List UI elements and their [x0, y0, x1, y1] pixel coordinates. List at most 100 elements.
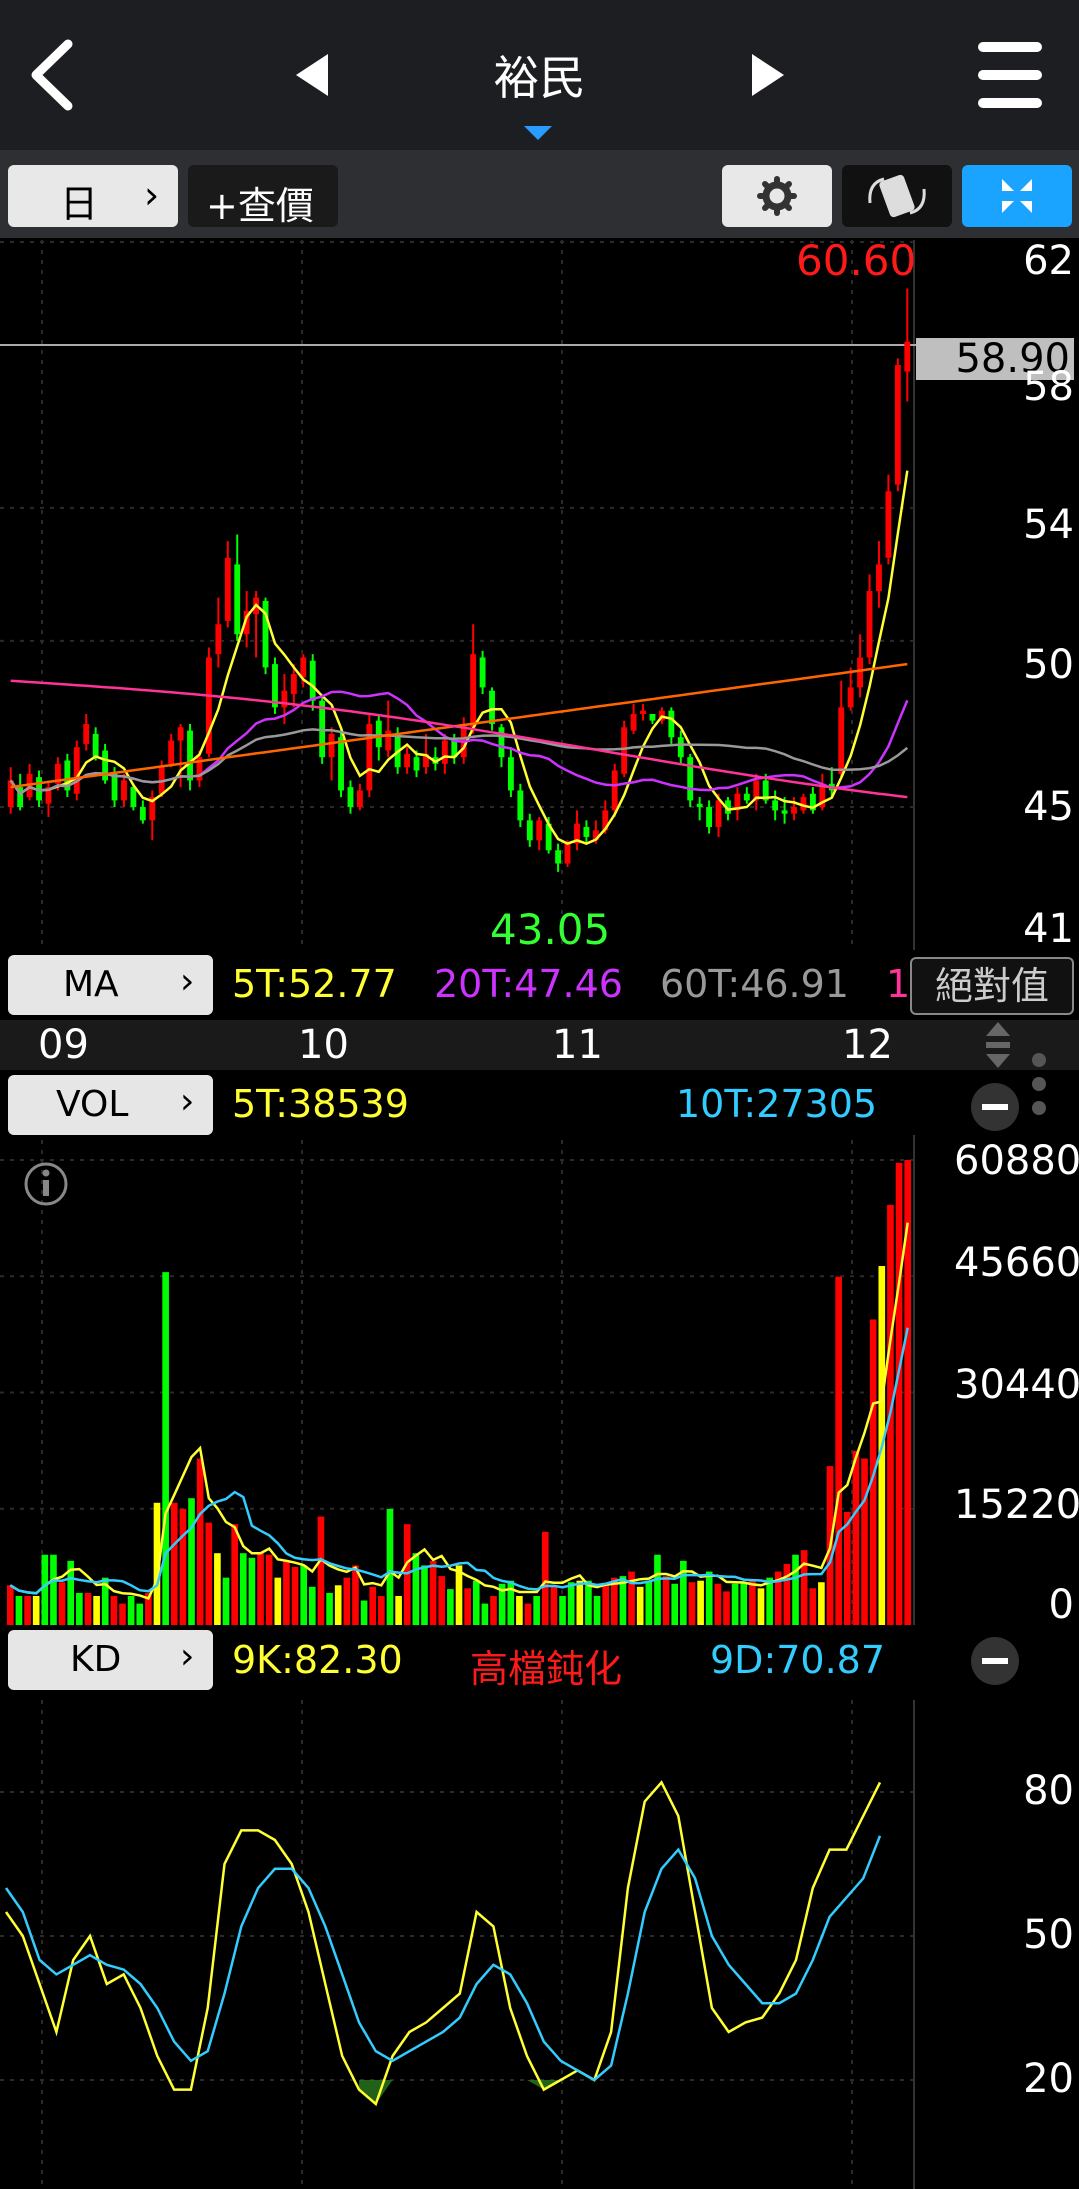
- volume-bar: [835, 1276, 842, 1625]
- candle-body: [196, 757, 203, 781]
- volume-bar: [239, 1553, 247, 1625]
- candle-body: [838, 707, 845, 774]
- ma-selector-button[interactable]: MA ›: [8, 955, 213, 1015]
- candle-body: [904, 341, 911, 372]
- volume-bar: [58, 1582, 66, 1625]
- candle-body: [809, 793, 816, 811]
- volume-bar: [395, 1595, 402, 1625]
- candle-body: [300, 657, 307, 678]
- collapse-kd-icon[interactable]: [968, 1634, 1022, 1688]
- volume-bar: [378, 1595, 385, 1625]
- volume-bar: [170, 1502, 178, 1625]
- volume-bar: [127, 1595, 135, 1625]
- volume-bar: [533, 1595, 540, 1625]
- candle-body: [375, 720, 382, 748]
- volume-bar: [231, 1524, 238, 1625]
- candle-body: [187, 730, 193, 781]
- kd-selector-button[interactable]: KD ›: [8, 1630, 213, 1690]
- price-low-label: 43.05: [490, 905, 611, 954]
- candle-body: [725, 800, 731, 814]
- candle-body: [121, 780, 127, 801]
- candle-body: [857, 657, 864, 688]
- collapse-vol-icon[interactable]: [968, 1080, 1022, 1134]
- volume-bar: [15, 1595, 23, 1625]
- d-value: 9D:70.87: [710, 1638, 886, 1682]
- chevron-right-icon: ›: [180, 1636, 195, 1677]
- volume-bar: [611, 1577, 618, 1625]
- vol-ma5-line: [9, 1222, 909, 1600]
- vol-ma10-line: [9, 1327, 909, 1595]
- x-tick-label: 12: [842, 1022, 893, 1068]
- ma240-line: [10, 679, 908, 799]
- volume-bar: [550, 1586, 558, 1625]
- candle-body: [451, 740, 458, 758]
- back-chevron-icon[interactable]: [31, 39, 73, 111]
- candle-body: [489, 690, 495, 724]
- price-y-tick: 62: [1023, 238, 1074, 284]
- volume-bar: [705, 1571, 713, 1625]
- volume-bar: [24, 1595, 31, 1625]
- volume-bar: [490, 1595, 497, 1625]
- volume-bar: [317, 1516, 325, 1625]
- volume-bar: [300, 1565, 307, 1625]
- candle-body: [564, 843, 571, 864]
- query-price-label: +查價: [206, 184, 314, 228]
- fullscreen-icon: [1002, 179, 1032, 213]
- candle-body: [243, 610, 250, 635]
- ma20-value: 20T:47.46: [434, 962, 623, 1006]
- candle-body: [734, 793, 741, 811]
- volume-bar: [688, 1582, 696, 1625]
- candle-body: [781, 810, 788, 814]
- volume-bar: [481, 1603, 489, 1625]
- title-dropdown-indicator-icon[interactable]: [524, 126, 552, 140]
- kd-label: KD: [70, 1639, 122, 1680]
- candle-body: [423, 753, 429, 768]
- rotate-button[interactable]: [842, 165, 952, 227]
- candle-body: [640, 710, 646, 714]
- fullscreen-button[interactable]: [962, 165, 1072, 227]
- volume-bar: [222, 1577, 230, 1625]
- chevron-right-icon: ›: [180, 1081, 195, 1122]
- prev-triangle-icon[interactable]: [296, 54, 328, 96]
- absolute-value-toggle[interactable]: 絕對值: [910, 957, 1074, 1015]
- volume-bar: [274, 1577, 282, 1625]
- x-axis-strip: [0, 1020, 1079, 1070]
- ma-label: MA: [63, 964, 119, 1005]
- candle-body: [479, 657, 486, 688]
- volume-bar: [593, 1595, 601, 1625]
- period-selector-button[interactable]: 日 ›: [8, 165, 178, 227]
- volume-bar: [447, 1589, 454, 1625]
- volume-bar: [369, 1586, 377, 1625]
- volume-bar: [464, 1588, 471, 1625]
- stock-title[interactable]: 裕民: [493, 51, 586, 105]
- volume-bar: [731, 1583, 739, 1625]
- resize-handle-icon[interactable]: [980, 1018, 1016, 1072]
- candle-body: [149, 797, 156, 821]
- kd-y-tick: 50: [1023, 1912, 1074, 1958]
- volume-bar: [283, 1560, 290, 1625]
- settings-button[interactable]: [722, 165, 832, 227]
- vol-y-tick: 0: [1048, 1582, 1074, 1628]
- candle-body: [262, 600, 269, 668]
- volume-bar: [84, 1592, 92, 1625]
- query-price-button[interactable]: +查價: [188, 165, 338, 228]
- candle-body: [404, 753, 411, 768]
- info-icon[interactable]: [22, 1160, 70, 1208]
- volume-bar: [843, 1511, 851, 1625]
- chevron-right-icon: ›: [180, 961, 195, 1002]
- hamburger-menu-icon[interactable]: [978, 42, 1042, 108]
- candle-body: [309, 660, 316, 701]
- volume-bar: [766, 1577, 773, 1625]
- vol-selector-button[interactable]: VOL ›: [8, 1075, 213, 1135]
- more-options-icon[interactable]: [1024, 1050, 1054, 1120]
- volume-bar: [438, 1576, 446, 1625]
- next-triangle-icon[interactable]: [752, 54, 784, 96]
- volume-bar: [101, 1577, 109, 1625]
- volume-bar: [41, 1554, 49, 1625]
- candle-body: [319, 700, 326, 758]
- ma120-line: [10, 662, 908, 789]
- volume-bar: [645, 1580, 653, 1625]
- volume-bar: [119, 1603, 126, 1625]
- candle-body: [536, 820, 543, 841]
